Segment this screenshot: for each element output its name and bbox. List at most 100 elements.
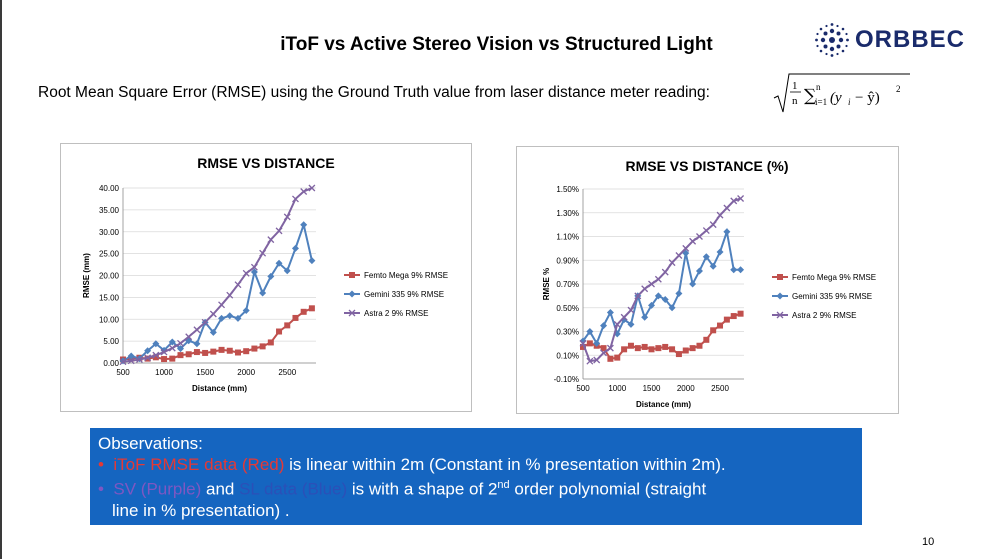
data-point-diamond bbox=[308, 257, 316, 265]
data-point-x bbox=[737, 195, 745, 202]
data-point-diamond bbox=[250, 268, 258, 276]
y-tick-label: 0.50% bbox=[556, 304, 579, 313]
y-tick-label: 1.50% bbox=[556, 185, 579, 194]
y-tick-label: 10.00 bbox=[99, 315, 120, 324]
x-tick-label: 2500 bbox=[711, 384, 729, 393]
data-point-square bbox=[777, 274, 783, 280]
bullet2-and: and bbox=[201, 479, 240, 499]
series-femto-mega-9-rmse bbox=[120, 305, 315, 363]
data-point-diamond bbox=[641, 313, 649, 321]
data-point-diamond bbox=[579, 337, 587, 345]
svg-text:∑: ∑ bbox=[804, 86, 816, 106]
data-point-diamond bbox=[193, 340, 201, 348]
data-point-diamond bbox=[730, 266, 738, 274]
svg-text:i: i bbox=[848, 97, 851, 107]
data-point-x bbox=[675, 252, 683, 259]
itof-label: iToF RMSE data (Red) bbox=[113, 455, 285, 474]
slide-title: iToF vs Active Stereo Vision vs Structur… bbox=[280, 34, 713, 55]
chart-title: RMSE VS DISTANCE bbox=[197, 155, 334, 171]
data-point-x bbox=[682, 244, 690, 252]
data-point-diamond bbox=[176, 345, 184, 353]
data-point-x bbox=[209, 310, 217, 318]
data-point-diamond bbox=[586, 328, 594, 335]
data-point-x bbox=[242, 269, 250, 277]
data-point-x bbox=[689, 237, 697, 245]
data-point-x bbox=[702, 227, 710, 235]
data-point-square bbox=[703, 336, 710, 343]
data-point-square bbox=[161, 356, 168, 363]
data-point-x bbox=[308, 184, 316, 192]
data-point-x bbox=[259, 249, 267, 257]
observations-box: Observations: • iToF RMSE data (Red) is … bbox=[90, 428, 862, 525]
data-point-x bbox=[119, 358, 127, 366]
y-tick-label: 35.00 bbox=[99, 206, 120, 215]
data-point-x bbox=[127, 357, 135, 365]
data-point-diamond bbox=[283, 267, 291, 275]
svg-text:2: 2 bbox=[896, 84, 901, 94]
data-point-square bbox=[292, 314, 299, 321]
data-point-x bbox=[600, 349, 608, 357]
data-point-square bbox=[730, 313, 737, 320]
data-point-diamond bbox=[226, 312, 234, 320]
y-tick-label: 0.90% bbox=[556, 256, 579, 265]
data-point-square bbox=[723, 316, 730, 323]
data-point-square bbox=[710, 327, 717, 334]
data-point-diamond bbox=[152, 340, 160, 348]
data-point-x bbox=[613, 320, 621, 328]
data-point-x bbox=[696, 233, 703, 240]
orbbec-logo: ORBBEC bbox=[813, 22, 983, 58]
data-point-square bbox=[600, 345, 607, 352]
data-point-x bbox=[218, 301, 226, 309]
series-line bbox=[122, 187, 313, 363]
data-point-square bbox=[276, 328, 283, 335]
data-point-x bbox=[201, 318, 209, 326]
orbbec-logo-icon bbox=[815, 23, 849, 57]
series-astra-2-9-rmse bbox=[119, 184, 316, 366]
bullet2-text: is with a shape of 2 bbox=[347, 479, 498, 499]
data-point-x bbox=[579, 339, 587, 347]
rmse-formula: 1 n ∑ n i=1 (y i − ŷ) 2 bbox=[773, 73, 910, 113]
svg-text:n: n bbox=[792, 95, 798, 107]
data-point-square bbox=[586, 340, 593, 347]
data-point-diamond bbox=[209, 328, 217, 336]
data-point-square bbox=[648, 346, 655, 353]
data-point-diamond bbox=[168, 338, 176, 346]
data-point-square bbox=[169, 355, 176, 362]
bullet2-text-2: order polynomial (straight bbox=[509, 479, 707, 499]
data-point-x bbox=[668, 259, 676, 267]
data-point-square bbox=[349, 272, 355, 278]
rmse-description: Root Mean Square Error (RMSE) using the … bbox=[38, 84, 710, 101]
data-point-square bbox=[202, 349, 209, 356]
y-tick-label: 1.10% bbox=[556, 233, 579, 242]
logo-text: ORBBEC bbox=[855, 26, 966, 53]
data-point-x bbox=[234, 281, 242, 289]
data-point-square bbox=[662, 343, 669, 350]
data-point-x bbox=[275, 227, 283, 235]
data-point-square bbox=[737, 310, 744, 317]
chart-rmse-vs-distance-svg: RMSE VS DISTANCE 0.00 5.00 10.00 15.00 20.00 2… bbox=[82, 155, 448, 393]
data-point-x bbox=[250, 263, 258, 271]
data-point-square bbox=[300, 308, 307, 315]
data-point-x bbox=[144, 354, 152, 362]
data-point-x bbox=[152, 351, 160, 359]
data-point-x bbox=[168, 344, 176, 352]
y-tick-label: 40.00 bbox=[99, 184, 120, 193]
page-number: 10 bbox=[922, 536, 935, 548]
y-tick-label: 0.30% bbox=[556, 328, 579, 337]
x-tick-label: 1000 bbox=[608, 384, 626, 393]
data-point-diamond bbox=[291, 244, 299, 252]
x-tick-label: 1000 bbox=[155, 368, 173, 377]
legend-entry: Gemini 335 9% RMSE bbox=[772, 292, 872, 301]
data-point-x bbox=[723, 204, 731, 212]
legend-entry: Astra 2 9% RMSE bbox=[772, 311, 856, 320]
svg-text:(y: (y bbox=[830, 90, 842, 106]
data-point-x bbox=[292, 195, 299, 203]
x-tick-label: 2000 bbox=[677, 384, 695, 393]
data-point-diamond bbox=[600, 322, 608, 330]
superscript-nd: nd bbox=[497, 479, 510, 491]
data-point-x bbox=[593, 356, 601, 364]
y-tick-label: 0.00 bbox=[103, 359, 119, 368]
data-point-square bbox=[696, 342, 703, 349]
legend-label: Femto Mega 9% RMSE bbox=[364, 271, 448, 280]
x-axis-title: Distance (mm) bbox=[192, 384, 247, 393]
